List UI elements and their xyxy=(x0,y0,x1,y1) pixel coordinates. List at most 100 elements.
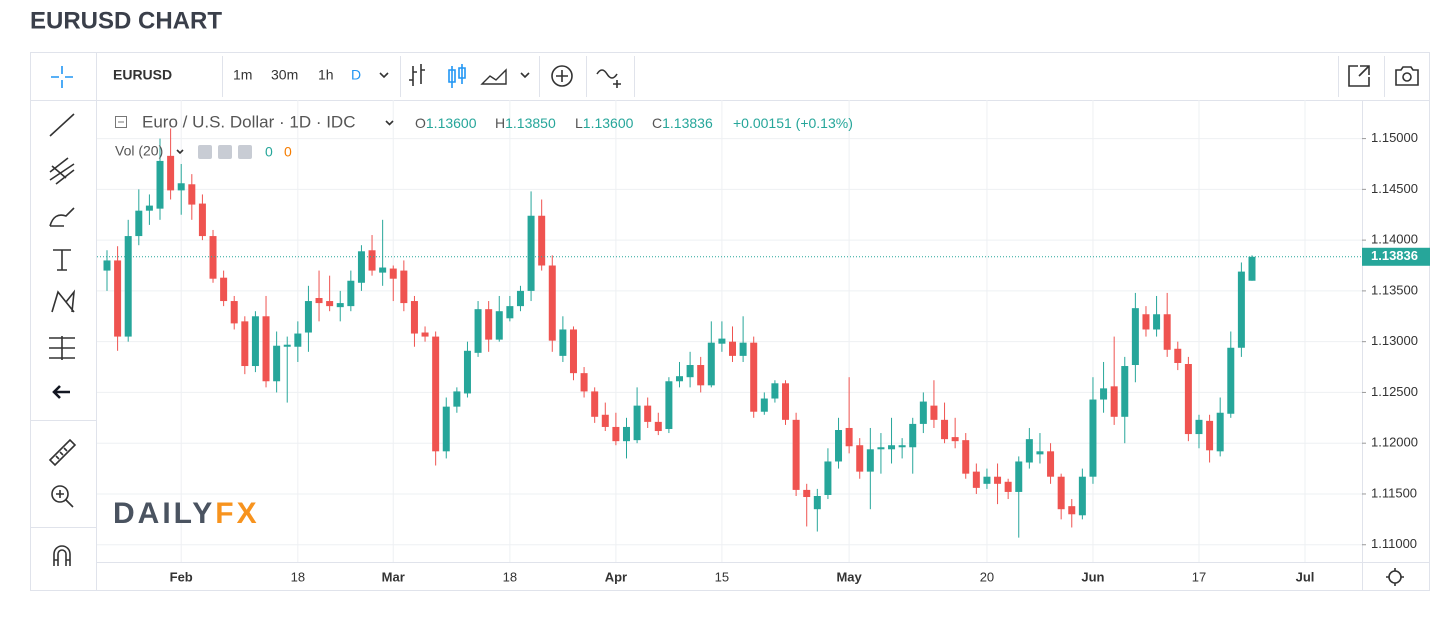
candle-body xyxy=(1121,366,1129,417)
candle-body xyxy=(930,405,938,420)
area-icon[interactable] xyxy=(480,68,507,85)
candle-body xyxy=(580,373,588,392)
ohlc-key: L xyxy=(575,115,583,131)
candle-body xyxy=(283,344,291,347)
fib-tool[interactable] xyxy=(49,157,75,185)
candle-body xyxy=(145,205,153,211)
candle-body xyxy=(389,268,397,279)
candle-body xyxy=(294,333,302,347)
interval[interactable]: 30m xyxy=(271,67,298,83)
candle-body xyxy=(262,316,270,382)
candle-body xyxy=(1153,314,1161,330)
dropdown-icon[interactable] xyxy=(176,149,184,155)
indicators-icon[interactable] xyxy=(551,65,573,87)
candle-body xyxy=(866,449,874,472)
candle-body xyxy=(198,203,206,237)
watermark: DAILYFX xyxy=(113,497,260,530)
bars-icon[interactable] xyxy=(409,64,425,86)
dropdown-icon[interactable] xyxy=(385,120,394,126)
popout-icon[interactable] xyxy=(1348,65,1370,87)
interval-active[interactable]: D xyxy=(351,67,361,83)
last-price-box xyxy=(1362,247,1430,266)
candle-body xyxy=(1089,399,1097,477)
y-tick-label: 1.13000 xyxy=(1371,333,1418,348)
candle-body xyxy=(156,160,164,209)
ohlc-key: O xyxy=(415,115,426,131)
remove-icon[interactable] xyxy=(238,145,252,159)
candle-body xyxy=(114,260,122,337)
interval[interactable]: 1m xyxy=(233,67,252,83)
settings-icon xyxy=(1386,568,1404,586)
magnet-tool[interactable] xyxy=(53,545,71,566)
candle-body xyxy=(633,405,641,441)
candle-body xyxy=(357,251,365,283)
x-tick-label: Feb xyxy=(170,569,193,584)
back-tool[interactable] xyxy=(52,385,70,399)
dropdown-icon[interactable] xyxy=(379,72,389,79)
candle-body xyxy=(782,383,790,420)
candle-body xyxy=(898,445,906,448)
pattern-tool[interactable] xyxy=(51,289,76,313)
candle-body xyxy=(760,398,768,412)
volume-value: 0 xyxy=(265,144,273,160)
candle-body xyxy=(1047,451,1055,477)
text-tool[interactable] xyxy=(53,249,71,271)
candle-body xyxy=(707,342,715,386)
candle-body xyxy=(803,489,811,498)
snapshot-icon[interactable] xyxy=(1395,66,1419,86)
dropdown-icon[interactable] xyxy=(520,72,530,79)
crosshair-tool[interactable] xyxy=(51,66,73,88)
candle-body xyxy=(400,270,408,304)
candle-body xyxy=(1100,388,1108,400)
ohlc: O1.13600 H1.13850 L1.13600 C1.13836 +0.0… xyxy=(415,115,853,131)
zoom-tool[interactable] xyxy=(51,485,69,503)
candle-body xyxy=(230,301,238,324)
x-tick-label: Apr xyxy=(605,569,627,584)
candle-body xyxy=(1015,461,1023,492)
ohlc-value: 1.13850 xyxy=(505,115,556,131)
compare-icon[interactable] xyxy=(596,69,621,88)
collapse-icon[interactable] xyxy=(115,116,127,128)
candle-body xyxy=(1248,256,1256,281)
x-tick-label: 18 xyxy=(503,569,517,584)
x-tick-label: Jun xyxy=(1081,569,1104,584)
candle-body xyxy=(1184,364,1192,435)
prediction-tool[interactable] xyxy=(49,336,75,360)
interval[interactable]: 1h xyxy=(318,67,334,83)
candle-body xyxy=(326,301,334,307)
candle-body xyxy=(1216,412,1224,452)
page-title: EURUSD CHART xyxy=(30,7,222,34)
brush-tool[interactable] xyxy=(49,207,75,227)
candle-body xyxy=(1195,419,1203,435)
trendline-tool[interactable] xyxy=(49,113,75,137)
candle-body xyxy=(336,303,344,308)
candle-body xyxy=(167,155,175,191)
candle-body xyxy=(527,215,535,291)
candles-icon[interactable] xyxy=(448,64,466,88)
eye-icon[interactable] xyxy=(198,145,212,159)
candle-body xyxy=(188,184,196,205)
candle-body xyxy=(962,440,970,474)
candle-body xyxy=(983,476,991,484)
candle-body xyxy=(421,332,429,337)
candle-body xyxy=(877,447,885,450)
candle-body xyxy=(1025,439,1033,463)
ohlc-value: 1.13600 xyxy=(583,115,634,131)
candle-body xyxy=(1206,420,1214,451)
ohlc-value: 1.13600 xyxy=(426,115,477,131)
ruler-tool[interactable] xyxy=(48,438,77,467)
x-tick-label: May xyxy=(836,569,862,584)
symbol[interactable]: EURUSD xyxy=(113,67,172,83)
ohlc-value: 1.13836 xyxy=(662,115,713,131)
candle-body xyxy=(315,298,323,304)
candle-body xyxy=(538,215,546,266)
settings-icon[interactable] xyxy=(218,145,232,159)
x-tick-label: Mar xyxy=(382,569,405,584)
candle-body xyxy=(442,406,450,452)
x-tick-label: 15 xyxy=(715,569,729,584)
candle-body xyxy=(994,476,1002,484)
x-tick-label: Jul xyxy=(1296,569,1315,584)
candle-body xyxy=(548,265,556,341)
snapshot-icon xyxy=(1402,72,1412,82)
